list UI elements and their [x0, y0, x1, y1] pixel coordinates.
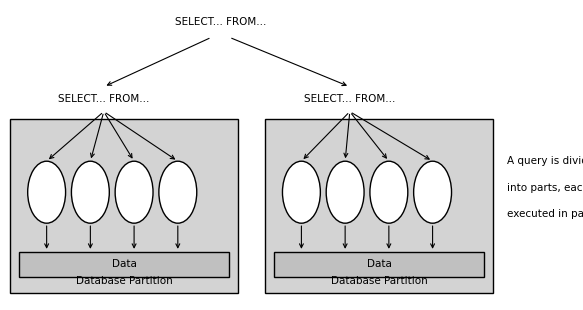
Text: Database Partition: Database Partition	[76, 276, 173, 286]
Ellipse shape	[282, 161, 321, 223]
Text: SELECT... FROM...: SELECT... FROM...	[58, 94, 149, 104]
Text: into parts, each being: into parts, each being	[507, 183, 583, 193]
Ellipse shape	[71, 161, 110, 223]
Bar	[265, 119, 493, 293]
Bar	[19, 252, 229, 277]
Ellipse shape	[326, 161, 364, 223]
Bar	[274, 252, 484, 277]
Bar	[10, 119, 238, 293]
Ellipse shape	[115, 161, 153, 223]
Text: A query is divided: A query is divided	[507, 156, 583, 166]
Ellipse shape	[370, 161, 408, 223]
Text: Database Partition: Database Partition	[331, 276, 427, 286]
Text: SELECT... FROM...: SELECT... FROM...	[175, 17, 266, 27]
Text: executed in parallel.: executed in parallel.	[507, 209, 583, 219]
Text: Data: Data	[112, 259, 136, 269]
Text: Data: Data	[367, 259, 391, 269]
Text: SELECT... FROM...: SELECT... FROM...	[304, 94, 395, 104]
Ellipse shape	[159, 161, 196, 223]
Ellipse shape	[27, 161, 65, 223]
Ellipse shape	[414, 161, 451, 223]
